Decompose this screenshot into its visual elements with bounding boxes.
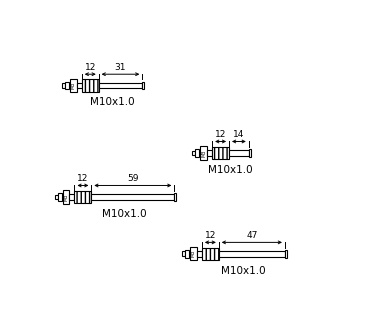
Bar — [54, 195, 57, 199]
Bar — [229, 150, 249, 156]
Text: 12: 12 — [85, 63, 96, 72]
Bar — [142, 82, 144, 89]
Text: 12: 12 — [215, 130, 226, 139]
Bar — [174, 193, 177, 201]
Text: 14: 14 — [233, 130, 245, 139]
Bar — [91, 194, 174, 200]
Text: M10x1.0: M10x1.0 — [90, 97, 134, 108]
Text: M3: M3 — [64, 193, 68, 201]
Text: M10x1.0: M10x1.0 — [221, 266, 266, 276]
Bar — [63, 190, 69, 204]
Bar — [200, 146, 207, 160]
Bar — [197, 251, 202, 257]
Bar — [57, 193, 62, 201]
Bar — [212, 146, 229, 159]
Bar — [62, 83, 65, 88]
Bar — [182, 251, 185, 256]
Bar — [99, 83, 142, 88]
Bar — [285, 250, 287, 258]
Bar — [195, 149, 199, 157]
Bar — [202, 248, 219, 260]
Bar — [219, 251, 285, 257]
Text: M10x1.0: M10x1.0 — [102, 209, 147, 219]
Bar — [65, 82, 69, 89]
Bar — [207, 150, 212, 156]
Text: M3: M3 — [191, 250, 196, 257]
Bar — [69, 194, 74, 200]
Bar — [192, 151, 195, 155]
Bar — [74, 191, 91, 203]
Text: 12: 12 — [204, 231, 216, 240]
Text: 31: 31 — [115, 63, 126, 72]
Bar — [185, 250, 189, 258]
Text: 59: 59 — [127, 174, 139, 183]
Bar — [249, 149, 251, 157]
Text: 12: 12 — [77, 174, 88, 183]
Text: 47: 47 — [246, 231, 257, 240]
Bar — [76, 83, 82, 88]
Text: M3: M3 — [201, 149, 206, 157]
Text: M10x1.0: M10x1.0 — [208, 165, 253, 175]
Bar — [82, 79, 99, 92]
Bar — [190, 247, 197, 260]
Bar — [70, 79, 76, 92]
Text: M3: M3 — [71, 82, 76, 89]
